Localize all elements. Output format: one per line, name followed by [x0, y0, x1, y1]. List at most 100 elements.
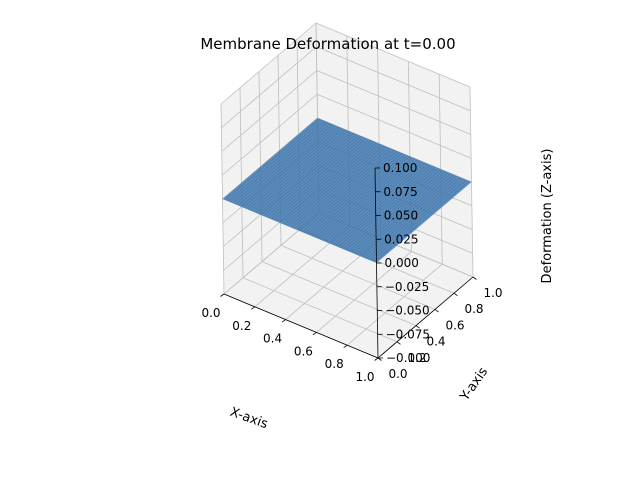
y-tick-mark — [472, 276, 477, 280]
surface-mesh-line — [230, 121, 326, 203]
surface-mesh-line — [268, 137, 364, 219]
surface-mesh-line — [350, 171, 446, 253]
surface-mesh-line — [330, 162, 426, 244]
x-tick-label: 0.8 — [325, 357, 344, 371]
z-tick-label: −0.050 — [385, 304, 429, 318]
tick-marks — [220, 167, 477, 361]
surface-mesh-line — [250, 129, 346, 211]
z-tick-label: 0.025 — [384, 232, 418, 246]
surface-mesh-line — [360, 175, 457, 257]
grid-line-z — [316, 93, 472, 159]
surface-mesh-line — [245, 127, 341, 209]
x-tick-label: 0.0 — [201, 306, 220, 320]
surface-mesh-line — [304, 152, 400, 234]
surface-mesh-line — [283, 143, 380, 225]
x-tick-label: 1.0 — [355, 370, 374, 384]
y-tick-label: 0.0 — [388, 367, 407, 381]
surface-mesh-line — [278, 141, 375, 223]
grid-line-z — [316, 46, 471, 112]
surface-mesh-line — [240, 125, 336, 207]
surface-mesh-line — [332, 163, 428, 245]
surface-mesh-line — [266, 136, 362, 218]
x-tick-label: 0.4 — [263, 332, 282, 346]
surface-mesh-line — [260, 133, 357, 216]
surface-layer — [222, 118, 472, 263]
surface-mesh-line — [317, 157, 413, 239]
surface-mesh-line — [343, 168, 439, 250]
surface-mesh-line — [253, 130, 349, 212]
surface-mesh-line — [227, 120, 323, 202]
surface-mesh-line — [299, 149, 395, 232]
y-tick-mark — [396, 341, 401, 345]
surface-mesh-line — [319, 158, 416, 240]
z-tick-label: 0.050 — [384, 209, 418, 223]
grid-line-y — [280, 245, 436, 310]
grid-line-z — [315, 22, 471, 88]
surface-mesh-line — [242, 126, 339, 208]
x-tick-mark — [251, 306, 256, 310]
z-tick-label: 0.100 — [383, 161, 417, 175]
z-tick-label: −0.100 — [386, 351, 430, 365]
surface-mesh-line — [296, 148, 393, 231]
z-tick-label: −0.025 — [385, 280, 429, 294]
surface-mesh-line — [289, 145, 385, 227]
y-tick-label: 0.8 — [464, 302, 483, 316]
surface-mesh-line — [301, 150, 398, 233]
grid-line-x — [316, 251, 412, 333]
surface-mesh-line — [235, 123, 331, 205]
surface-mesh-line — [276, 140, 372, 222]
surface-mesh-line — [335, 164, 431, 247]
grid-line-z — [221, 70, 318, 152]
x-axis-line — [223, 293, 379, 359]
x-tick-label: 0.6 — [294, 344, 313, 358]
surface-mesh-line — [363, 176, 459, 258]
surface-mesh-line — [232, 122, 328, 204]
surface-mesh-line — [307, 153, 403, 235]
surface-mesh-line — [358, 174, 454, 256]
surface-mesh-line — [294, 147, 390, 229]
surface-mesh-line — [373, 180, 470, 263]
grid-line-z — [221, 93, 318, 176]
surface-mesh-line — [353, 172, 449, 254]
surface-mesh-line — [337, 165, 434, 248]
surface-mesh-line — [248, 128, 344, 210]
z-tick-label: −0.075 — [386, 327, 430, 341]
y-tick-mark — [434, 309, 439, 313]
surface-mesh-line — [286, 144, 382, 226]
x-tick-mark — [312, 332, 317, 336]
surface-mesh-line — [366, 177, 462, 259]
surface-mesh-line — [322, 159, 418, 241]
surface-mesh-line — [281, 142, 377, 224]
surface-mesh-line — [371, 179, 467, 261]
y-tick-mark — [453, 292, 458, 297]
surface-mesh-line — [271, 138, 367, 220]
surface-mesh-line — [258, 132, 354, 215]
z-tick-label: 0.075 — [383, 185, 417, 199]
y-tick-label: 1.0 — [483, 286, 502, 300]
grid-line-z — [316, 70, 471, 135]
x-axis-label: X-axis — [228, 405, 270, 433]
x-tick-mark — [220, 293, 225, 297]
z-axis-label: Deformation (Z-axis) — [540, 149, 555, 284]
grid-line-z — [221, 46, 317, 129]
surface-mesh-line — [263, 134, 359, 217]
surface-mesh-line — [345, 169, 441, 251]
surface-mesh-line — [291, 146, 387, 228]
y-tick-mark — [377, 357, 382, 361]
z-tick-label: 0.000 — [385, 256, 419, 270]
surface-mesh-line — [312, 155, 408, 237]
surface-mesh-line — [309, 154, 405, 236]
surface-mesh-line — [325, 160, 421, 242]
grid-line-z — [220, 22, 317, 105]
grid-line-y — [261, 261, 417, 326]
grid-line-x — [346, 263, 443, 346]
grid-line-y — [242, 277, 398, 343]
surface-mesh-line — [355, 173, 452, 255]
surface-mesh-line — [368, 178, 464, 260]
surface-mesh-line — [237, 124, 334, 206]
x-tick-mark — [281, 319, 286, 323]
y-tick-label: 0.2 — [407, 351, 426, 365]
surface-mesh-line — [273, 139, 369, 221]
